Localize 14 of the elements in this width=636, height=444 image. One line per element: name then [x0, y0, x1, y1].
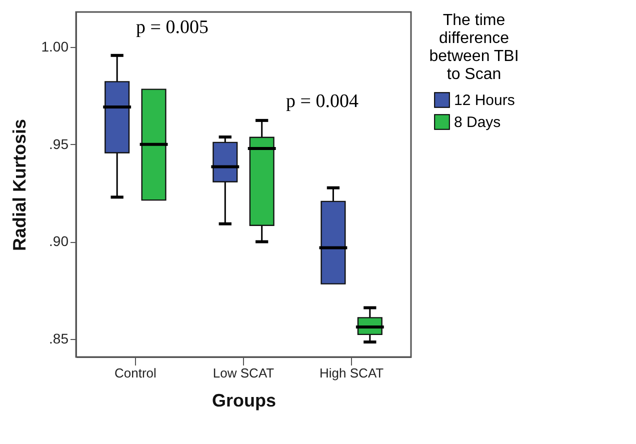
- annotation: p = 0.005: [136, 17, 208, 38]
- y-tick-label: .85: [49, 330, 69, 347]
- y-tick-label: .90: [49, 233, 69, 250]
- y-tick-label: 1.00: [41, 38, 69, 55]
- x-tick-label: High SCAT: [320, 366, 384, 380]
- y-tick-label: .95: [49, 136, 69, 152]
- x-axis-title: Groups: [212, 390, 276, 410]
- x-tick-label: Low SCAT: [212, 366, 274, 380]
- legend-label: 8 Days: [454, 114, 501, 131]
- legend-title: The time difference between TBI to Scan: [429, 12, 519, 83]
- y-axis-title: Radial Kurtosis: [9, 118, 30, 252]
- x-tick-label: Control: [114, 366, 156, 380]
- legend-label: 12 Hours: [454, 92, 515, 109]
- annotation: p = 0.004: [286, 91, 359, 112]
